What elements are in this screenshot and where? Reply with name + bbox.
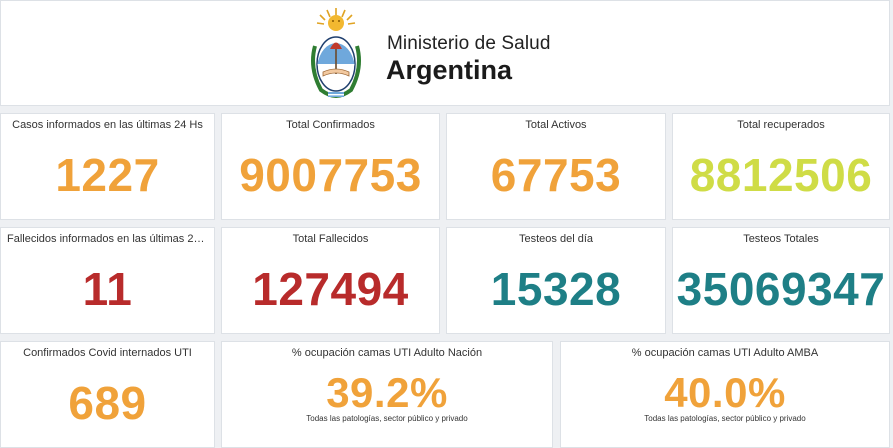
country-name: Argentina	[386, 55, 513, 85]
card-total-confirmados: Total Confirmados 9007753	[221, 113, 440, 220]
card-value: 67753	[490, 149, 622, 201]
argentina-coat-of-arms-icon	[311, 8, 361, 98]
card-ocupacion-nacion: % ocupación camas UTI Adulto Nación 39.2…	[221, 341, 553, 448]
card-label: Confirmados Covid internados UTI	[23, 347, 192, 359]
card-value: 9007753	[239, 149, 422, 201]
card-total-recuperados: Total recuperados 8812506	[672, 113, 890, 220]
card-internados-uti: Confirmados Covid internados UTI 689	[0, 341, 215, 448]
ministry-name: Ministerio de Salud	[387, 33, 551, 54]
card-value: 11	[82, 263, 133, 315]
card-total-activos: Total Activos 67753	[446, 113, 666, 220]
card-value: 40.0%	[664, 369, 786, 416]
card-label: Fallecidos informados en las últimas 24 …	[7, 233, 214, 245]
card-casos-24h: Casos informados en las últimas 24 Hs 12…	[0, 113, 215, 220]
card-note: Todas las patologías, sector público y p…	[306, 414, 468, 423]
card-value: 35069347	[676, 263, 886, 315]
card-note: Todas las patologías, sector público y p…	[644, 414, 806, 423]
card-fallecidos-24h: Fallecidos informados en las últimas 24 …	[0, 227, 215, 334]
card-label: Casos informados en las últimas 24 Hs	[12, 119, 203, 131]
card-ocupacion-amba: % ocupación camas UTI Adulto AMBA 40.0% …	[560, 341, 890, 448]
card-label: % ocupación camas UTI Adulto AMBA	[631, 347, 819, 359]
card-testeos-dia: Testeos del día 15328	[446, 227, 666, 334]
card-value: 127494	[252, 263, 409, 315]
card-value: 39.2%	[326, 369, 448, 416]
card-label: Total Activos	[525, 119, 587, 131]
card-label: % ocupación camas UTI Adulto Nación	[291, 347, 483, 359]
card-value: 1227	[55, 149, 160, 201]
page-header: Ministerio de Salud Argentina	[0, 0, 890, 106]
card-value: 8812506	[689, 149, 873, 201]
card-testeos-totales: Testeos Totales 35069347	[672, 227, 890, 334]
card-value: 689	[68, 377, 147, 429]
card-label: Total recuperados	[737, 119, 825, 131]
card-label: Total Fallecidos	[292, 233, 369, 245]
card-label: Total Confirmados	[286, 119, 375, 131]
card-value: 15328	[490, 263, 622, 315]
card-total-fallecidos: Total Fallecidos 127494	[221, 227, 440, 334]
card-label: Testeos Totales	[743, 233, 819, 245]
card-label: Testeos del día	[519, 233, 593, 245]
